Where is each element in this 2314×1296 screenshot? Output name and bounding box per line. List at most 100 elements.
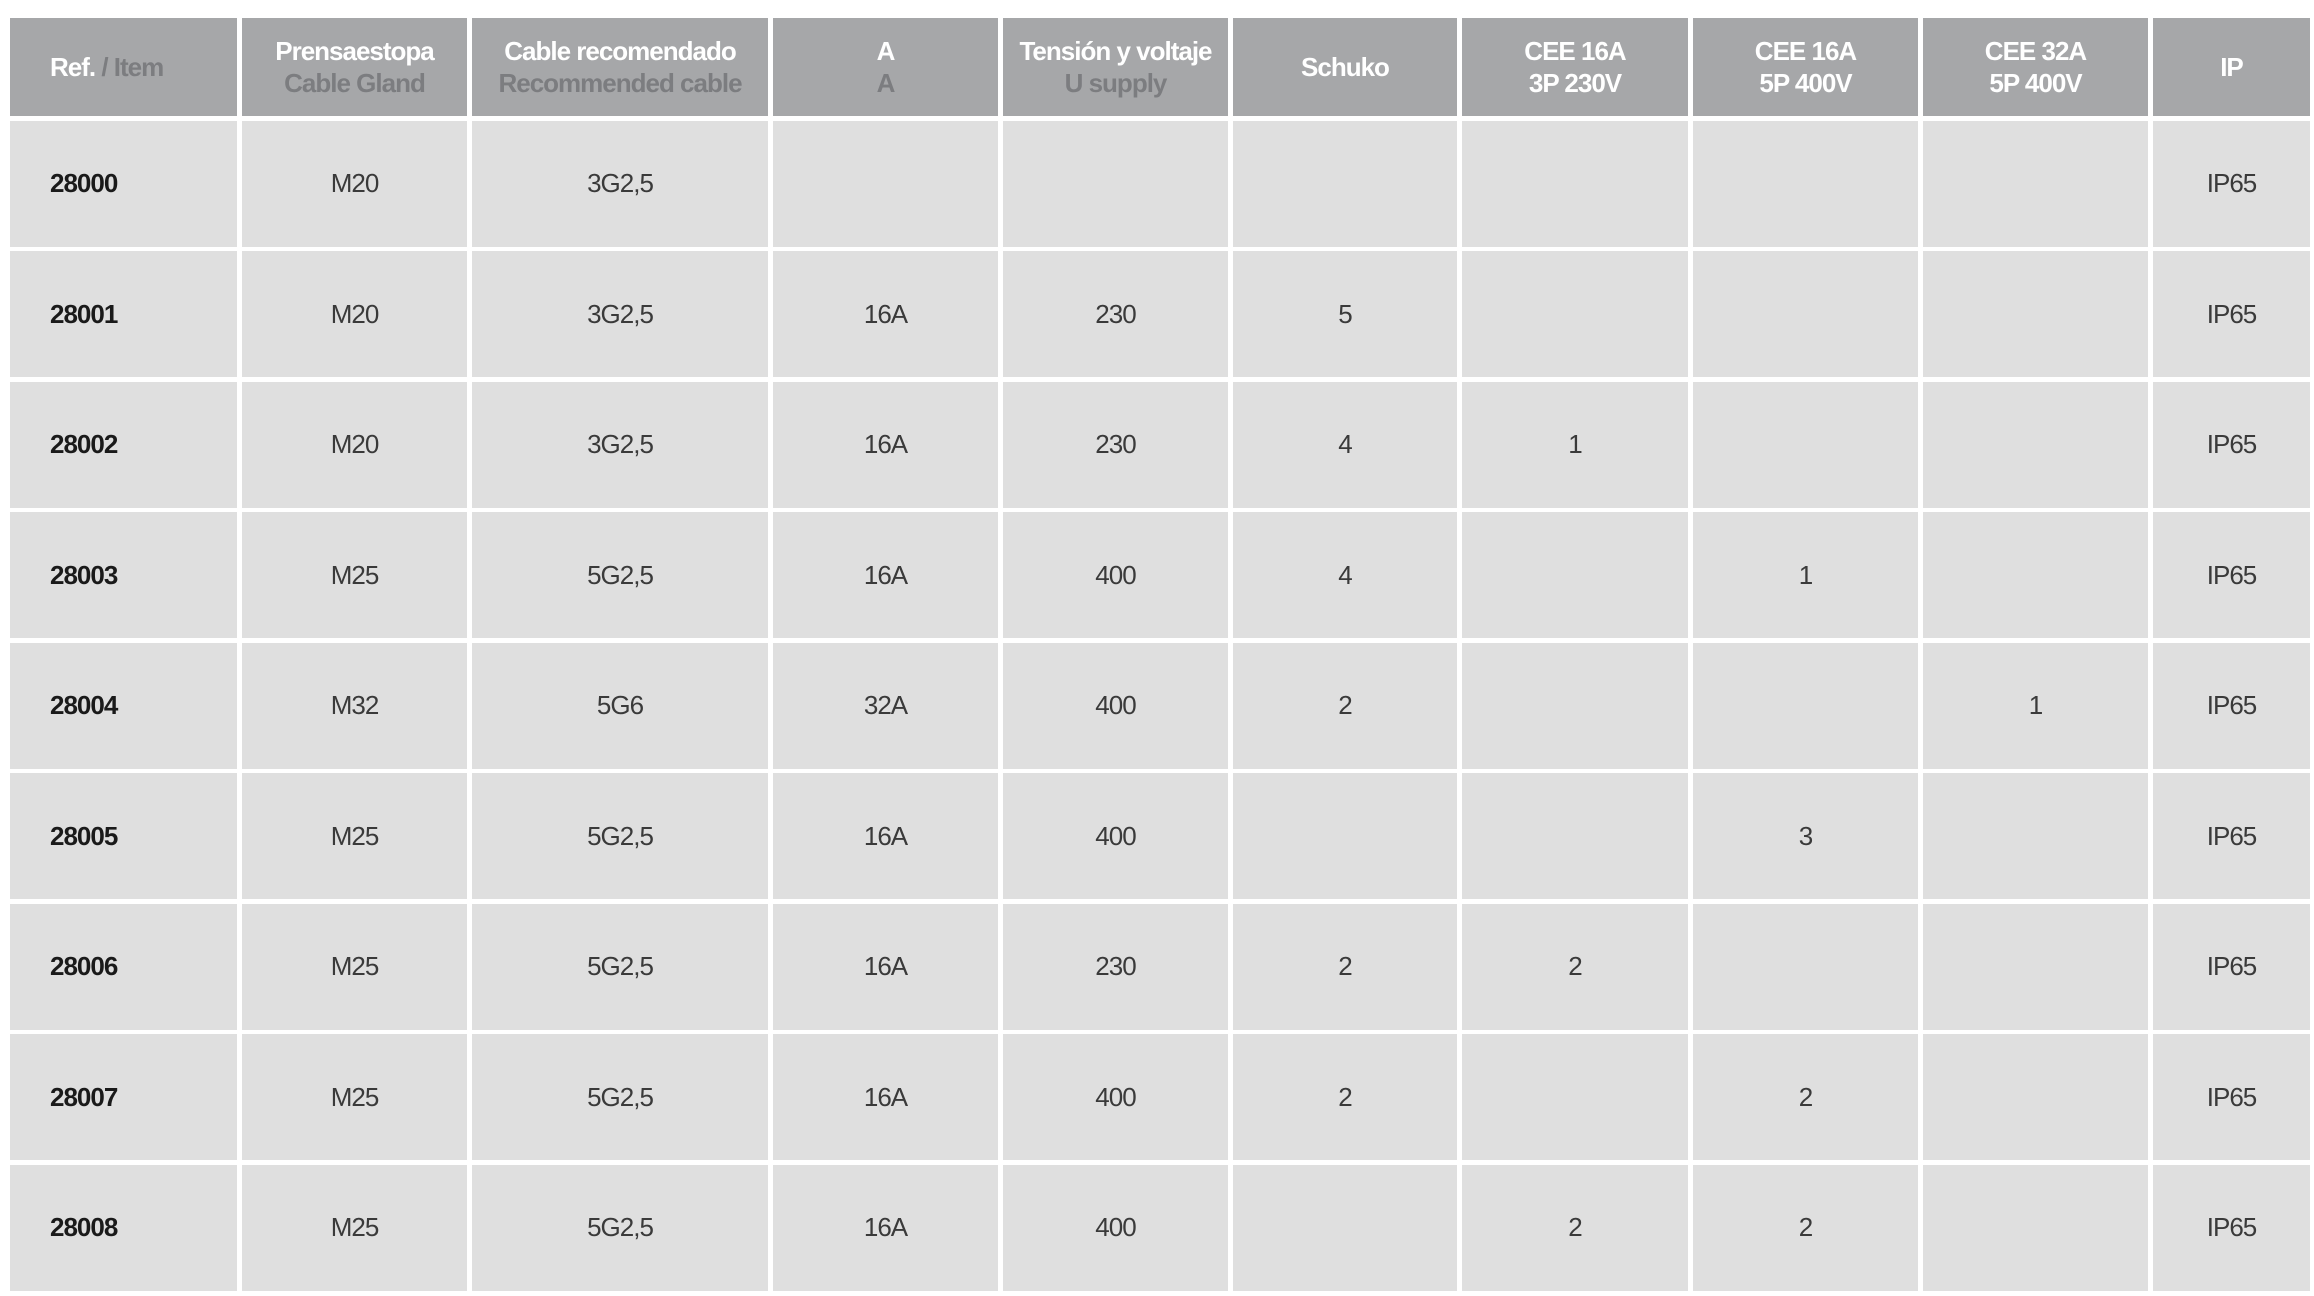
header-label: Tensión y voltaje: [1019, 36, 1212, 66]
column-header: CEE 32A 5P 400V: [1923, 18, 2148, 116]
product-table: Ref. / Item Prensaestopa Cable Gland Cable …: [10, 18, 2310, 1291]
column-header: CEE 16A 3P 230V: [1462, 18, 1688, 116]
table-cell: IP65: [2153, 251, 2310, 377]
header-label: CEE 32A: [1984, 36, 2087, 66]
table-cell: 16A: [773, 512, 998, 638]
table-cell: M25: [242, 512, 467, 638]
header-label: CEE 16A: [1754, 36, 1857, 66]
table-cell: [1923, 1164, 2148, 1291]
header-sublabel: Cable Gland: [284, 68, 426, 98]
table-cell: 2: [1462, 1164, 1688, 1291]
table-cell: M25: [242, 903, 467, 1030]
item-ref-cell: 28008: [10, 1164, 237, 1291]
table-cell: [773, 120, 998, 247]
table-cell: 5G2,5: [472, 1164, 768, 1291]
table-cell: 4: [1233, 512, 1457, 638]
table-cell: 1: [1923, 642, 2148, 769]
table-cell: IP65: [2153, 1034, 2310, 1160]
table-cell: [1693, 642, 1918, 769]
table-cell: 2: [1233, 642, 1457, 769]
table-cell: [1923, 120, 2148, 247]
table-cell: 3: [1693, 773, 1918, 899]
table-cell: 1: [1462, 381, 1688, 508]
table-cell: 400: [1003, 512, 1228, 638]
table-cell: [1923, 512, 2148, 638]
table-cell: 32A: [773, 642, 998, 769]
table-cell: [1693, 903, 1918, 1030]
table-cell: 400: [1003, 1164, 1228, 1291]
table-cell: 230: [1003, 381, 1228, 508]
header-sublabel: / Item: [95, 52, 164, 82]
table-cell: [1003, 120, 1228, 247]
table-cell: [1693, 381, 1918, 508]
table-cell: 3G2,5: [472, 251, 768, 377]
item-ref-cell: 28007: [10, 1034, 237, 1160]
table-cell: 4: [1233, 381, 1457, 508]
table-cell: M20: [242, 381, 467, 508]
column-header: Ref. / Item: [10, 18, 237, 116]
table-cell: [1462, 642, 1688, 769]
table-cell: [1923, 381, 2148, 508]
table-cell: 16A: [773, 251, 998, 377]
table-cell: [1462, 773, 1688, 899]
table-cell: [1462, 251, 1688, 377]
table-cell: M25: [242, 1164, 467, 1291]
table-cell: 5G6: [472, 642, 768, 769]
header-label-line2: 5P 400V: [1759, 68, 1852, 98]
table-cell: IP65: [2153, 512, 2310, 638]
table-cell: IP65: [2153, 1164, 2310, 1291]
column-header: Schuko: [1233, 18, 1457, 116]
table-cell: 5G2,5: [472, 903, 768, 1030]
column-header: IP: [2153, 18, 2310, 116]
table-cell: [1233, 773, 1457, 899]
column-header: Cable recomendado Recommended cable: [472, 18, 768, 116]
table-cell: 400: [1003, 773, 1228, 899]
table-cell: 5G2,5: [472, 1034, 768, 1160]
table-cell: IP65: [2153, 773, 2310, 899]
table-cell: [1233, 120, 1457, 247]
header-label: A: [876, 36, 896, 66]
header-label: Cable recomendado: [504, 36, 737, 66]
table-cell: 5: [1233, 251, 1457, 377]
table-cell: [1923, 1034, 2148, 1160]
header-sublabel: U supply: [1064, 68, 1168, 98]
table-cell: 400: [1003, 642, 1228, 769]
table-cell: 5G2,5: [472, 512, 768, 638]
table-cell: 3G2,5: [472, 381, 768, 508]
item-ref-cell: 28004: [10, 642, 237, 769]
table-cell: 16A: [773, 1034, 998, 1160]
table-cell: [1462, 512, 1688, 638]
table-cell: [1462, 120, 1688, 247]
table-cell: IP65: [2153, 642, 2310, 769]
table-cell: M20: [242, 120, 467, 247]
table-cell: 3G2,5: [472, 120, 768, 247]
table-cell: 16A: [773, 903, 998, 1030]
item-ref-cell: 28000: [10, 120, 237, 247]
table-cell: [1693, 251, 1918, 377]
column-header: Tensión y voltaje U supply: [1003, 18, 1228, 116]
table-cell: 2: [1233, 903, 1457, 1030]
header-label: Prensaestopa: [275, 36, 435, 66]
table-cell: 5G2,5: [472, 773, 768, 899]
table-cell: [1923, 773, 2148, 899]
header-label: Schuko: [1301, 52, 1390, 82]
header-sublabel: Recommended cable: [498, 68, 742, 98]
table-cell: 16A: [773, 773, 998, 899]
table-cell: 2: [1693, 1164, 1918, 1291]
table-cell: [1923, 903, 2148, 1030]
table-cell: 1: [1693, 512, 1918, 638]
table-cell: 400: [1003, 1034, 1228, 1160]
header-label: Ref.: [50, 52, 96, 82]
table-cell: 16A: [773, 381, 998, 508]
table-cell: M20: [242, 251, 467, 377]
table-cell: 230: [1003, 251, 1228, 377]
table-cell: 16A: [773, 1164, 998, 1291]
table-cell: IP65: [2153, 381, 2310, 508]
item-ref-cell: 28006: [10, 903, 237, 1030]
header-label-line2: 5P 400V: [1989, 68, 2082, 98]
table-cell: IP65: [2153, 120, 2310, 247]
table-cell: [1233, 1164, 1457, 1291]
item-ref-cell: 28002: [10, 381, 237, 508]
table-cell: IP65: [2153, 903, 2310, 1030]
